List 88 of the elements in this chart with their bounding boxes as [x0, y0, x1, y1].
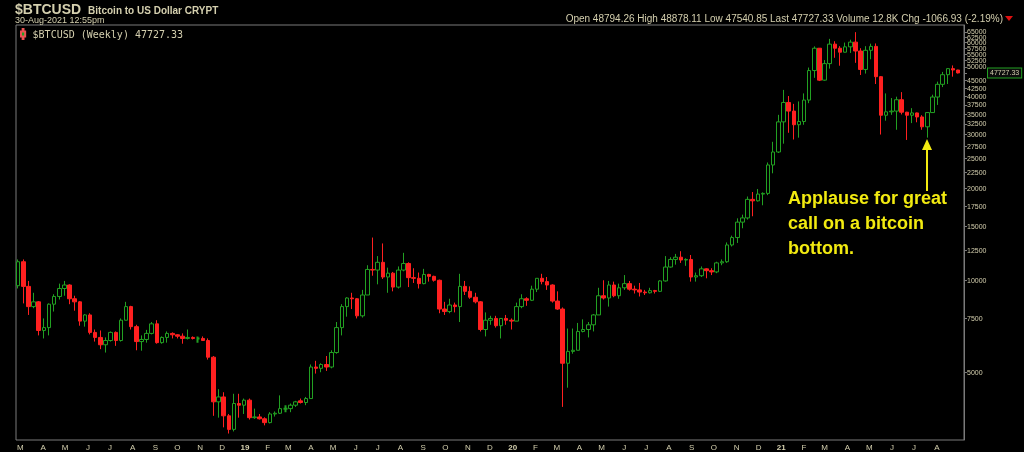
x-tick-label: M: [329, 442, 337, 452]
x-tick-label: A: [934, 442, 941, 452]
candlestick: [653, 289, 657, 295]
candlestick: [391, 271, 395, 292]
x-tick-label: F: [265, 442, 271, 452]
x-tick-label: A: [844, 442, 851, 452]
candlestick: [324, 355, 329, 372]
x-tick-label: J: [890, 442, 895, 452]
x-tick-label: A: [308, 442, 315, 452]
x-tick-label: S: [689, 442, 695, 452]
annotation: Applause for great call on a bitcoin bottom.: [788, 188, 953, 259]
x-tick-label: O: [710, 442, 717, 452]
x-tick-label: 19: [240, 442, 250, 452]
x-tick-label: N: [197, 442, 204, 452]
x-tick-label: M: [284, 442, 292, 452]
candlestick: [237, 393, 241, 419]
candlestick: [381, 242, 385, 280]
legend-label: $BTCUSD (Weekly) 47727.33: [32, 28, 184, 40]
candlestick: [314, 360, 318, 375]
candlestick: [298, 398, 303, 404]
x-tick-label: S: [420, 442, 426, 452]
x-tick-label: J: [375, 442, 380, 452]
x-tick-label: J: [85, 442, 90, 452]
candlestick: [252, 408, 257, 420]
x-tick-label: S: [152, 442, 159, 452]
x-tick-label: M: [17, 442, 25, 452]
x-tick-label: N: [465, 442, 472, 452]
candlestick: [422, 268, 426, 285]
chart-subtitle: Bitcoin to US Dollar CRYPT: [88, 4, 219, 16]
candlestick: [524, 296, 529, 307]
candlestick: [447, 298, 452, 314]
x-tick-label: A: [666, 442, 673, 452]
candlestick: [679, 250, 683, 264]
x-tick-label: M: [553, 442, 561, 452]
x-tick-label: M: [61, 442, 69, 452]
x-tick-label: N: [733, 442, 740, 452]
x-tick-label: J: [353, 442, 358, 452]
x-tick-label: D: [487, 442, 494, 452]
x-tick-label: M: [598, 442, 606, 452]
candlestick: [684, 257, 688, 267]
x-tick-label: A: [576, 442, 583, 452]
candlestick: [16, 258, 20, 289]
candlestick: [648, 287, 652, 295]
candlestick: [499, 317, 503, 339]
candlestick: [453, 302, 457, 313]
x-tick-label: D: [219, 442, 226, 452]
candlestick: [36, 300, 41, 336]
x-tick-label: 20: [508, 442, 518, 452]
x-tick-label: O: [442, 442, 449, 452]
candlestick: [494, 315, 498, 329]
candlestick: [689, 254, 693, 283]
candlestick: [370, 237, 375, 277]
x-tick-label: D: [755, 442, 762, 452]
text: Open 48794.26 High 48878.11 Low 47540.85 Last 47727.33 Volume 12.8K Chg -1066.93 (-2.19%): [565, 12, 1003, 24]
candlestick: [612, 281, 616, 298]
candlestick: [375, 255, 380, 285]
candlestick: [319, 362, 323, 373]
x-tick-label: F: [801, 442, 807, 452]
candlestick: [386, 267, 390, 294]
candlestick: [83, 313, 87, 328]
x-tick-label: J: [644, 442, 649, 452]
chart-title: $BTCUSD: [15, 1, 82, 17]
x-tick-label: O: [174, 442, 181, 452]
candlestick: [458, 273, 462, 323]
x-tick-label: J: [107, 442, 112, 452]
x-tick-label: M: [821, 442, 829, 452]
candlestick: [910, 107, 914, 124]
x-tick-label: J: [912, 442, 917, 452]
candlestick: [232, 393, 236, 432]
candlestick: [185, 329, 190, 340]
x-tick-label: M: [866, 442, 874, 452]
x-tick-label: A: [129, 442, 136, 452]
candlestick: [242, 398, 246, 415]
candlestick: [750, 191, 755, 217]
text: 30-Aug-2021 12:55pm: [15, 15, 105, 25]
candlestick: [607, 280, 611, 308]
x-tick-label: F: [533, 442, 539, 452]
candlestick: [155, 319, 159, 345]
x-tick-label: J: [622, 442, 627, 452]
candlestick: [216, 388, 221, 419]
x-tick-label: 21: [776, 442, 787, 452]
x-tick-label: A: [40, 442, 47, 452]
candlestick: [247, 398, 252, 421]
x-tick-label: A: [397, 442, 404, 452]
candlestick: [817, 47, 822, 82]
candlestick: [114, 330, 118, 347]
candlestick: [601, 279, 606, 301]
candlestick: [31, 292, 36, 309]
